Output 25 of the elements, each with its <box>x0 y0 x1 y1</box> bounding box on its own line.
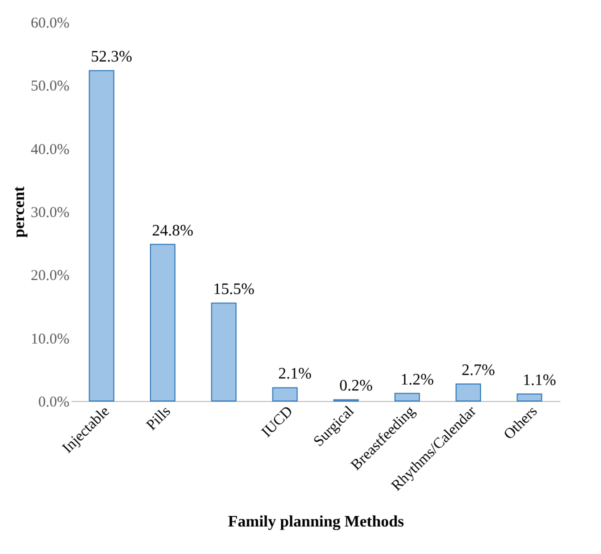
y-tick-label: 0.0% <box>38 394 70 410</box>
y-tick-label: 10.0% <box>30 331 70 348</box>
y-axis-title: percent <box>10 186 28 238</box>
bar <box>516 394 542 402</box>
data-label: 2.7% <box>462 362 495 379</box>
data-label: 15.5% <box>213 281 254 298</box>
bar <box>88 70 114 402</box>
y-tick-label: 60.0% <box>30 16 70 32</box>
y-tick-label: 30.0% <box>30 205 70 221</box>
data-label: 0.2% <box>339 378 373 395</box>
x-axis-title: Family planning Methods <box>228 514 404 531</box>
data-label: 1.2% <box>400 371 434 388</box>
bar <box>456 383 482 402</box>
y-tick-label: 50.0% <box>30 78 70 95</box>
bar <box>211 302 237 402</box>
data-label: 52.3% <box>90 48 132 66</box>
data-label: 24.8% <box>152 222 194 240</box>
data-label: 1.1% <box>522 372 556 390</box>
bar <box>150 244 176 402</box>
bar <box>272 387 298 402</box>
x-tick-label: Pills <box>144 403 174 434</box>
data-label: 2.1% <box>278 366 312 383</box>
y-tick-label: 40.0% <box>30 142 70 158</box>
bar <box>394 392 420 402</box>
y-tick-label: 20.0% <box>30 268 70 284</box>
